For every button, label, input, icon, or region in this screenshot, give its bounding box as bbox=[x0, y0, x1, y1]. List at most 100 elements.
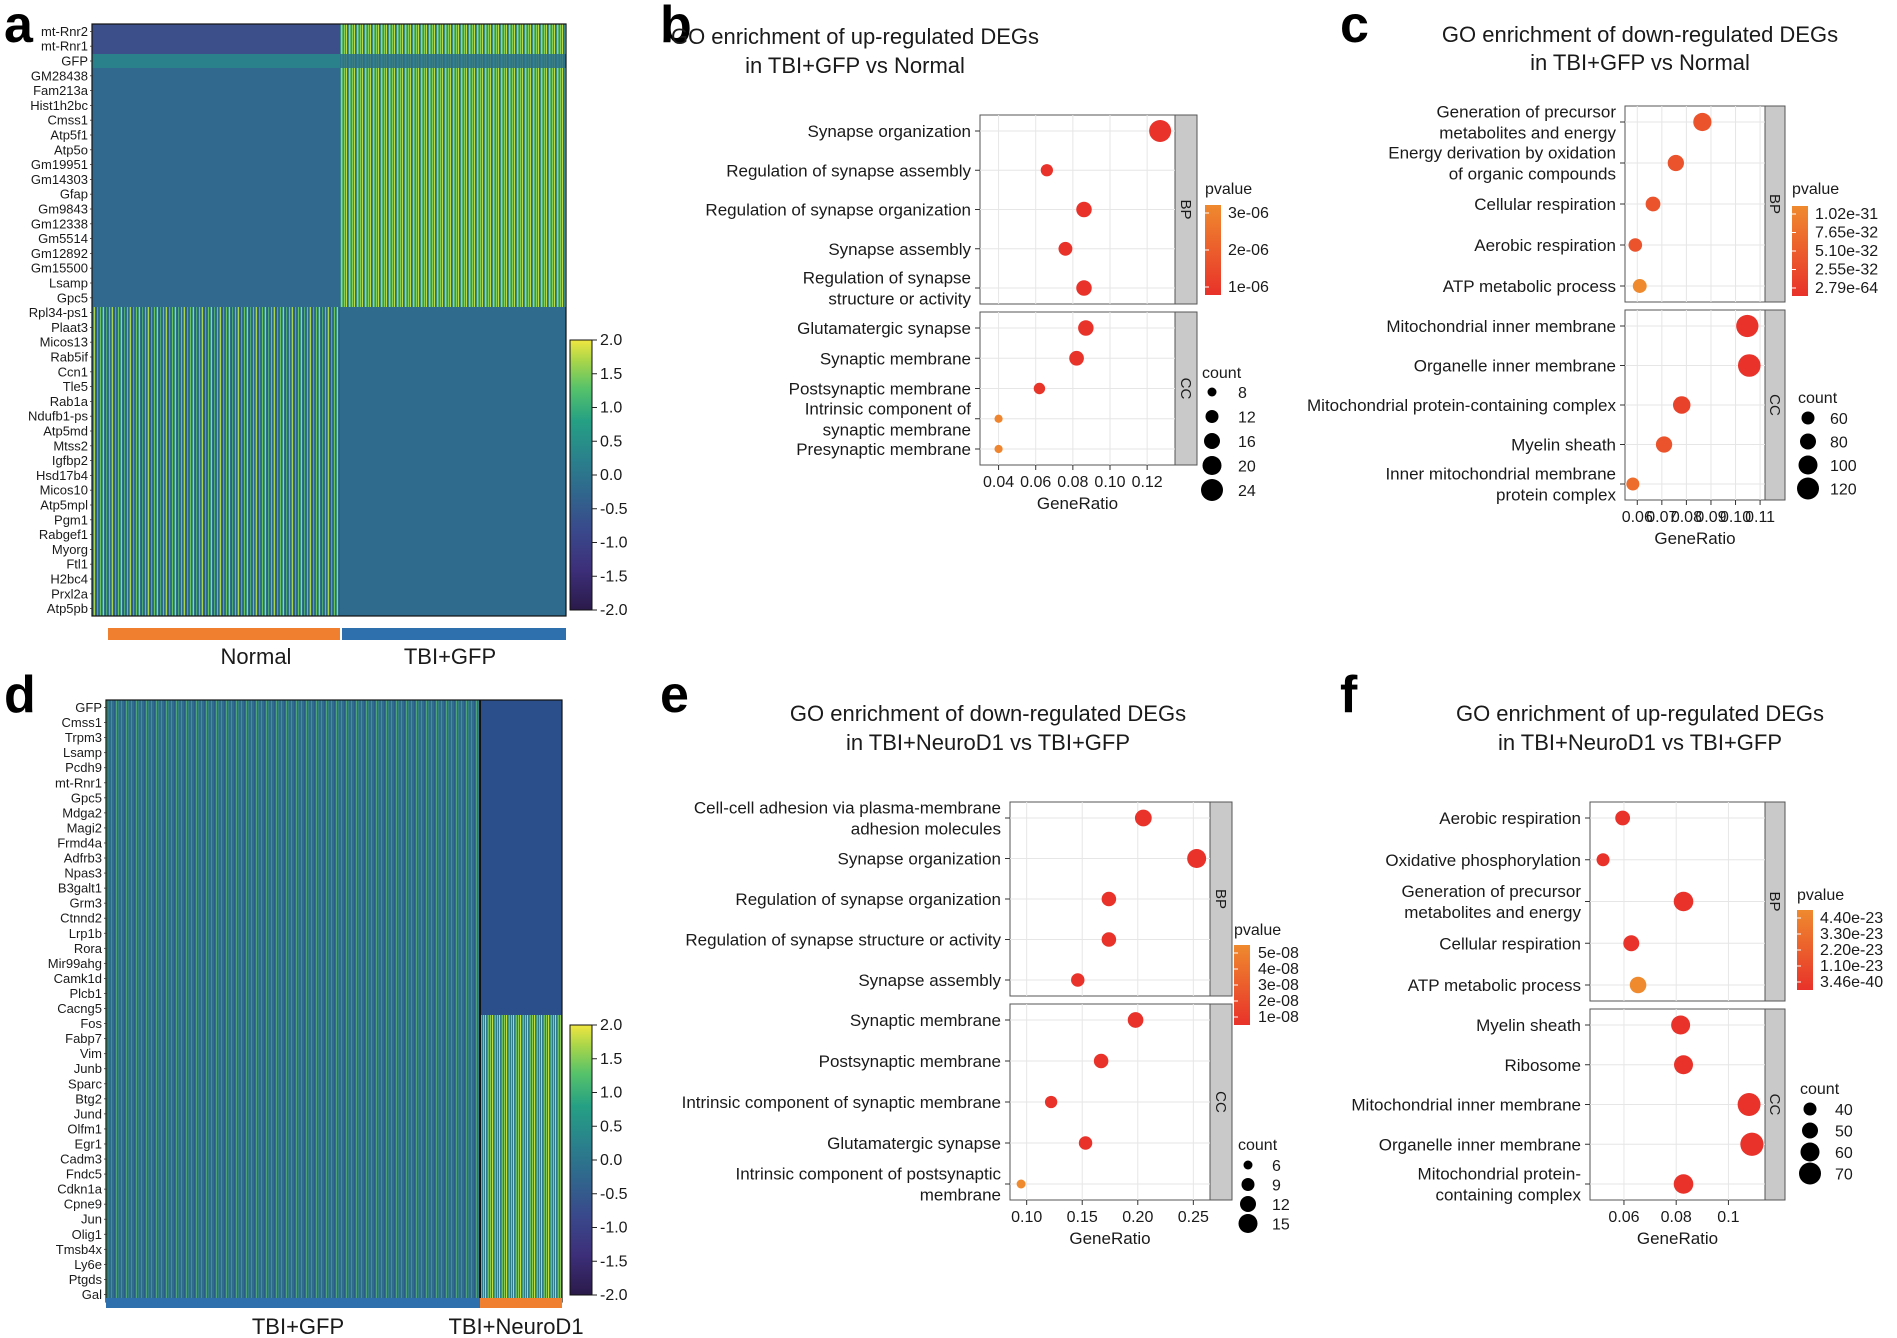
gene-label: Atp5md bbox=[43, 424, 88, 439]
term-label: Regulation of synapse assembly bbox=[726, 161, 971, 180]
facet-label: BP bbox=[1212, 889, 1229, 909]
colorbar-tick-label: 1.5 bbox=[600, 1051, 622, 1068]
gene-label: Cpne9 bbox=[64, 1197, 102, 1212]
group-label-d-gfp: TBI+GFP bbox=[252, 1314, 344, 1338]
term-label: Aerobic respiration bbox=[1474, 236, 1616, 255]
pvalue-legend-title: pvalue bbox=[1205, 181, 1252, 198]
term-label: Aerobic respiration bbox=[1439, 809, 1581, 828]
count-legend-title: count bbox=[1238, 1137, 1278, 1154]
pvalue-legend-label: 2e-08 bbox=[1258, 993, 1299, 1010]
panel-letter-a: a bbox=[4, 0, 34, 54]
gene-label: Rabgef1 bbox=[39, 527, 88, 542]
dot bbox=[1016, 1179, 1026, 1189]
dot bbox=[1615, 810, 1631, 826]
gene-label: Gm5514 bbox=[38, 231, 88, 246]
x-tick-label: 0.15 bbox=[1067, 1209, 1098, 1226]
dot bbox=[1667, 154, 1684, 172]
count-legend-label: 120 bbox=[1830, 482, 1857, 499]
panel-c: c GO enrichment of down-regulated DEGs in … bbox=[1307, 0, 1878, 548]
panel-f: f GO enrichment of up-regulated DEGs in TB… bbox=[1340, 666, 1883, 1248]
gene-label: Sparc bbox=[68, 1076, 102, 1091]
colorbar-tick-label: -2.0 bbox=[600, 1287, 628, 1304]
gene-label: Prxl2a bbox=[51, 586, 89, 601]
x-axis-label: GeneRatio bbox=[1069, 1229, 1150, 1248]
dot bbox=[994, 414, 1003, 423]
dot bbox=[1187, 849, 1207, 868]
gene-label: Magi2 bbox=[67, 820, 102, 835]
term-label: Inner mitochondrial membrane bbox=[1385, 465, 1616, 484]
pvalue-legend-label: 3e-06 bbox=[1228, 205, 1269, 222]
gene-label: GFP bbox=[75, 700, 102, 715]
count-legend-label: 8 bbox=[1238, 385, 1247, 402]
term-label: Synapse organization bbox=[837, 850, 1001, 869]
x-tick-label: 0.04 bbox=[983, 474, 1014, 491]
term-label: Ribosome bbox=[1504, 1056, 1581, 1075]
chart-title: GO enrichment of up-regulated DEGs bbox=[671, 24, 1039, 49]
gene-label: Ctnnd2 bbox=[60, 911, 102, 926]
count-legend-label: 16 bbox=[1238, 434, 1256, 451]
gene-label: Lrp1b bbox=[69, 926, 102, 941]
term-label: Postsynaptic membrane bbox=[819, 1052, 1001, 1071]
dot bbox=[1596, 853, 1610, 867]
gene-label: Ftl1 bbox=[66, 557, 88, 572]
panel-letter-d: d bbox=[4, 666, 36, 724]
colorbar-tick-label: -1.5 bbox=[600, 568, 628, 585]
colorbar-tick-label: 0.0 bbox=[600, 1152, 622, 1169]
x-tick-label: 0.10 bbox=[1720, 509, 1751, 526]
term-label: Intrinsic component of bbox=[805, 399, 972, 418]
colorbar-a-gradient bbox=[569, 339, 593, 611]
term-label: Synaptic membrane bbox=[850, 1011, 1001, 1030]
dot bbox=[1693, 112, 1712, 132]
gene-label: mt-Rnr1 bbox=[41, 39, 88, 54]
facet-label: CC bbox=[1766, 394, 1783, 416]
count-legend-label: 12 bbox=[1238, 410, 1256, 427]
gene-label: Gm19951 bbox=[31, 157, 88, 172]
gene-label: Lsamp bbox=[63, 745, 102, 760]
facet-label: BP bbox=[1177, 199, 1194, 219]
x-tick-label: 0.06 bbox=[1020, 474, 1051, 491]
dot bbox=[1101, 891, 1117, 907]
heatmap-d-tbi-gfp bbox=[106, 700, 480, 1302]
gene-label: Cmss1 bbox=[48, 113, 88, 128]
x-tick-label: 0.09 bbox=[1695, 509, 1726, 526]
count-legend-label: 60 bbox=[1835, 1145, 1853, 1162]
x-tick-label: 0.11 bbox=[1745, 509, 1775, 526]
colorbar-a: 2.0 1.5 1.0 0.5 0.0 -0.5 -1.0 -1.5 -2.0 bbox=[569, 332, 628, 619]
group-bar-d-neuro bbox=[480, 1298, 562, 1308]
count-legend-dot bbox=[1803, 1102, 1817, 1116]
count-legend-label: 40 bbox=[1835, 1102, 1853, 1119]
pvalue-colorbar bbox=[1234, 945, 1250, 1025]
term-label: metabolites and energy bbox=[1404, 903, 1581, 922]
count-legend-dot bbox=[1797, 477, 1819, 500]
heatmap-a-normal-upper bbox=[92, 24, 340, 307]
x-tick-label: 0.1 bbox=[1717, 1209, 1739, 1226]
facet-label: CC bbox=[1766, 1094, 1783, 1116]
panel-a: a mt-Rnr2mt-Rnr1GFPGM28438Fam213aHist1h2… bbox=[4, 0, 628, 669]
term-label: Oxidative phosphorylation bbox=[1385, 851, 1581, 870]
colorbar-tick-label: 2.0 bbox=[600, 332, 622, 349]
colorbar-d-gradient bbox=[569, 1024, 593, 1296]
count-legend-dot bbox=[1243, 1160, 1253, 1170]
term-label: Generation of precursor bbox=[1436, 103, 1616, 122]
gene-label: Ptgds bbox=[69, 1272, 103, 1287]
dot bbox=[1629, 976, 1647, 994]
count-legend-dot bbox=[1802, 1122, 1818, 1139]
chart-title: GO enrichment of down-regulated DEGs bbox=[790, 701, 1186, 726]
term-label: Organelle inner membrane bbox=[1379, 1135, 1581, 1154]
heatmap-a-tbi-upper bbox=[340, 24, 566, 307]
pvalue-colorbar bbox=[1205, 205, 1221, 295]
dot bbox=[1134, 809, 1152, 827]
dot bbox=[1044, 1095, 1058, 1109]
count-legend-label: 6 bbox=[1272, 1158, 1281, 1175]
term-label: Synapse organization bbox=[807, 122, 971, 141]
gene-label: Mtss2 bbox=[53, 438, 88, 453]
pvalue-legend-label: 3e-08 bbox=[1258, 977, 1299, 994]
term-label: adhesion molecules bbox=[851, 820, 1001, 839]
count-legend-label: 80 bbox=[1830, 435, 1848, 452]
gene-label: Gfap bbox=[60, 187, 88, 202]
panel-letter-b: b bbox=[660, 0, 692, 54]
gene-label: Pgm1 bbox=[54, 512, 88, 527]
gene-label: Micos13 bbox=[40, 335, 88, 350]
pvalue-legend-label: 2.79e-64 bbox=[1815, 280, 1878, 297]
count-legend-label: 20 bbox=[1238, 459, 1256, 476]
